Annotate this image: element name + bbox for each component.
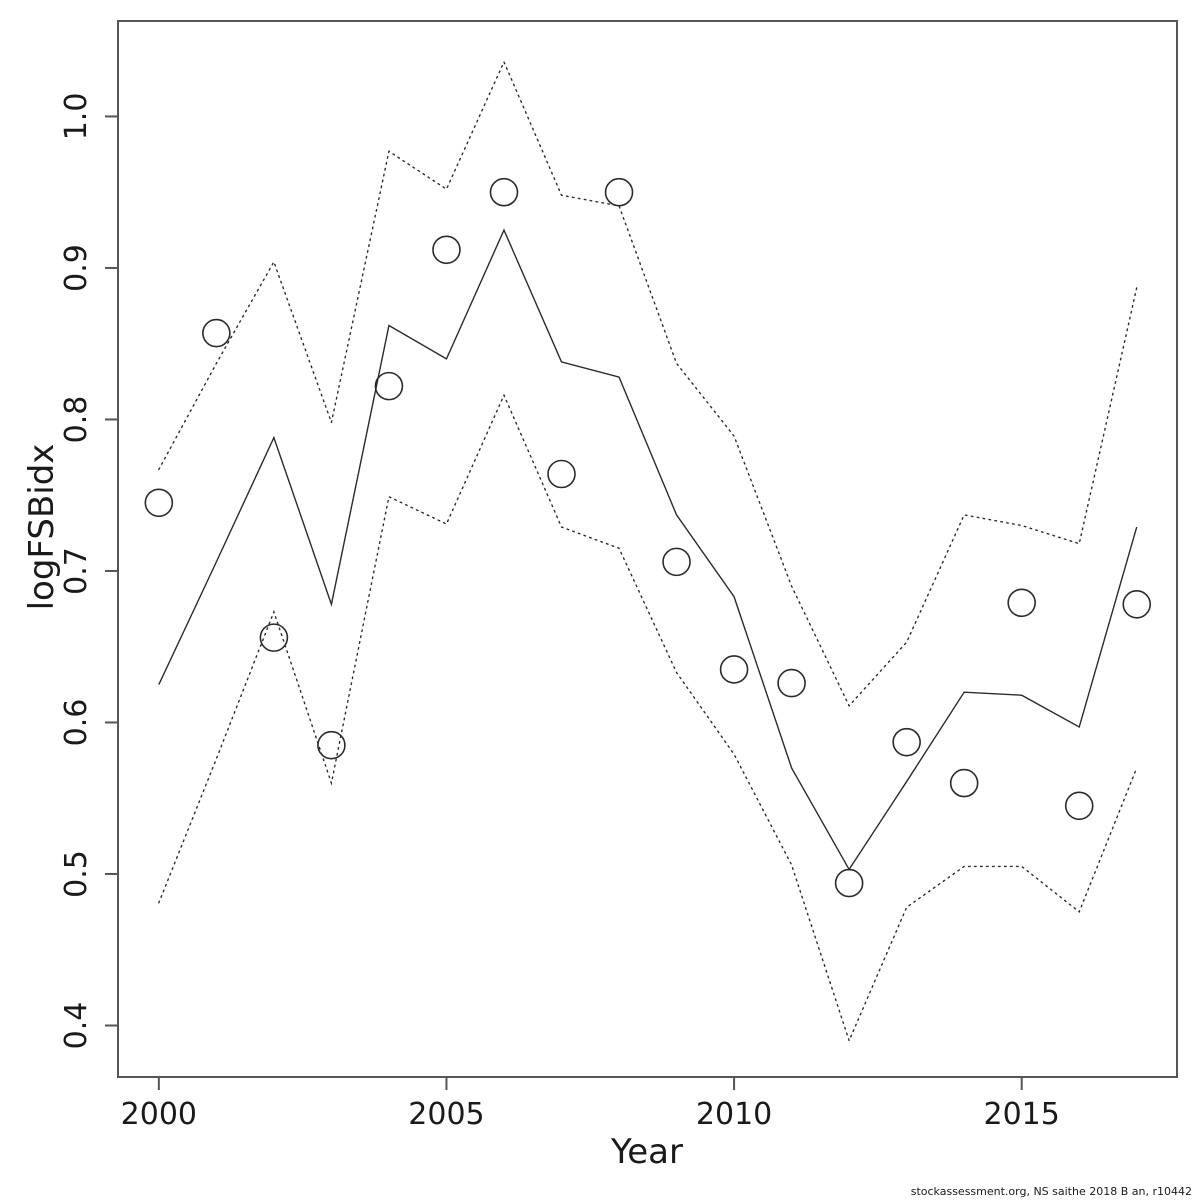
y-axis-title: logFSBidx: [22, 443, 62, 611]
y-tick-label: 0.5: [59, 850, 94, 898]
y-tick-label: 0.4: [59, 1002, 94, 1050]
observed-index-point: [604, 177, 634, 207]
y-tick-label: 0.8: [59, 396, 94, 444]
observed-index-point: [489, 177, 519, 207]
observed-index-point: [432, 235, 461, 265]
plot-border: [117, 20, 1178, 1078]
observed-index-point: [719, 655, 749, 684]
y-tick-label: 0.9: [59, 244, 94, 292]
lower-confidence-bound-line: [158, 393, 1138, 1043]
observed-index-point: [892, 727, 921, 757]
observed-index-point: [662, 547, 691, 577]
observed-index-point: [259, 623, 289, 652]
x-axis-title: Year: [611, 1132, 683, 1172]
observed-index-point: [144, 488, 174, 518]
x-tick-label: 2000: [121, 1097, 197, 1132]
y-tick-label: 0.6: [59, 699, 94, 747]
observed-index-point: [317, 730, 346, 760]
model-fit-line: [158, 228, 1138, 871]
observed-index-point: [1064, 791, 1094, 821]
observed-index-point: [202, 318, 231, 348]
observed-index-point: [1122, 589, 1152, 619]
y-tick-label: 0.7: [59, 547, 94, 595]
observed-index-point: [1007, 588, 1036, 618]
upper-confidence-bound-line: [158, 60, 1138, 708]
observed-index-point: [547, 459, 576, 489]
x-tick-label: 2010: [696, 1097, 772, 1132]
observed-index-point: [834, 868, 864, 898]
footer-credit: stockassessment.org, NS saithe 2018 B an…: [910, 1185, 1192, 1198]
observed-index-point: [777, 668, 806, 698]
x-tick-label: 2015: [984, 1097, 1060, 1132]
x-tick-label: 2005: [408, 1097, 484, 1132]
y-tick-label: 1.0: [59, 93, 94, 141]
observed-index-point: [949, 768, 979, 798]
observed-index-point: [374, 371, 404, 401]
